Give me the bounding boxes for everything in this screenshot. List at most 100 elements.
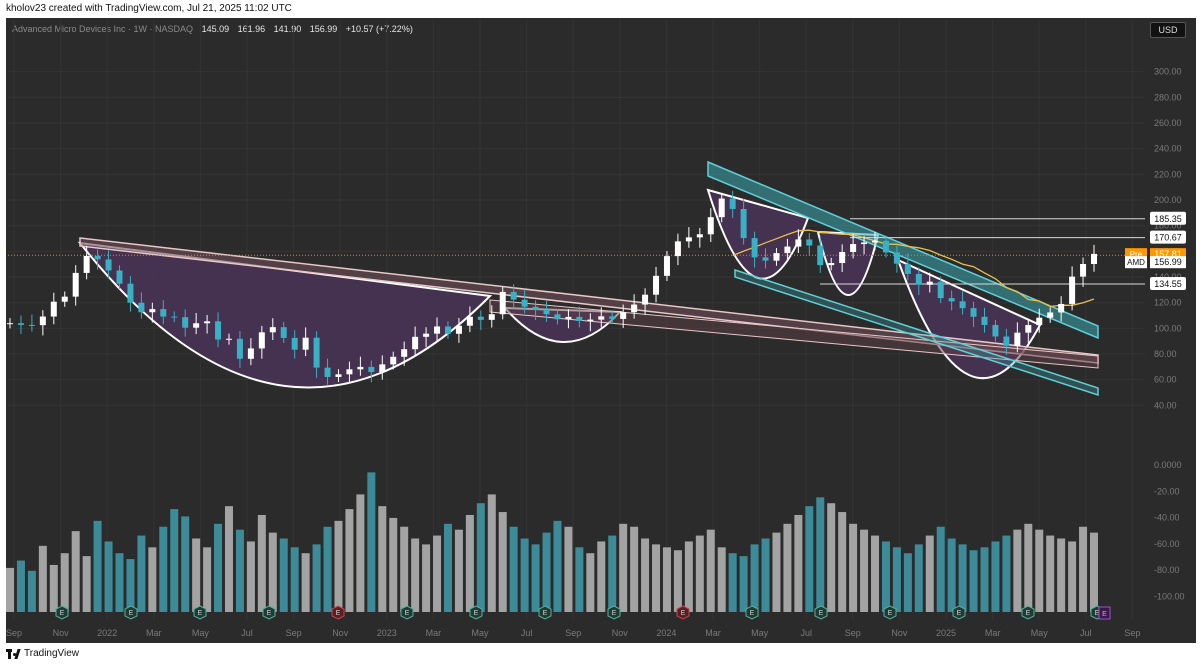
earnings-marker-5 <box>400 605 414 620</box>
candle-body-48 <box>532 306 539 310</box>
y-tick-5: 200.00 <box>1154 195 1182 205</box>
volume-bar-28 <box>312 544 321 612</box>
volume-bar-78 <box>860 529 869 612</box>
candle-body-7 <box>83 255 90 273</box>
y-tick-12: 60.00 <box>1154 375 1177 385</box>
candle-body-61 <box>674 241 681 257</box>
x-tick-24: Sep <box>1124 628 1140 638</box>
candle-body-22 <box>247 348 254 359</box>
volume-bar-95 <box>1046 535 1055 612</box>
earnings-marker-next-label: E <box>1102 611 1107 618</box>
earnings-marker-9 <box>676 605 690 620</box>
candle-body-78 <box>861 242 868 245</box>
volume-bar-66 <box>728 553 737 612</box>
candle-body-40 <box>444 326 451 334</box>
volume-bar-10 <box>115 553 124 612</box>
legend-open: 145.09 <box>201 24 230 34</box>
earnings-marker-label-9: E <box>681 610 686 617</box>
candle-body-31 <box>346 369 353 375</box>
candle-body-21 <box>236 338 243 359</box>
candle-body-14 <box>160 309 167 317</box>
level-tag-0 <box>1150 211 1186 225</box>
candle-body-45 <box>499 291 506 315</box>
volume-bar-35 <box>389 517 398 612</box>
volume-bar-51 <box>564 526 573 612</box>
volume-bar-26 <box>290 547 299 612</box>
y-tick-4: 220.00 <box>1154 169 1182 179</box>
candle-body-35 <box>390 356 397 365</box>
level-label-2: 134.55 <box>1154 279 1182 289</box>
candle-body-73 <box>806 239 813 246</box>
channel-top-band <box>707 160 1099 340</box>
tradingview-logo-icon <box>6 648 21 659</box>
earnings-marker-8 <box>607 605 621 620</box>
candle-body-60 <box>663 256 670 276</box>
earnings-marker-label-3: E <box>267 610 272 617</box>
earnings-marker-label-2: E <box>198 610 203 617</box>
candle-body-33 <box>368 366 375 372</box>
y-tick-3: 240.00 <box>1154 144 1182 154</box>
volume-bar-3 <box>38 545 47 612</box>
legend-close: 156.99 <box>309 24 338 34</box>
candle-body-17 <box>193 323 200 328</box>
candle-body-55 <box>609 316 616 319</box>
x-tick-14: 2024 <box>656 628 676 638</box>
wedge-lower-band <box>489 299 1099 369</box>
earnings-marker-label-5: E <box>405 610 410 617</box>
currency-badge[interactable]: USD <box>1150 22 1186 38</box>
y-tick-11: 80.00 <box>1154 349 1177 359</box>
candle-body-18 <box>204 321 211 324</box>
amd-tag-value-bg <box>1150 256 1186 269</box>
volume-bar-72 <box>794 514 803 612</box>
volume-bar-97 <box>1068 541 1077 612</box>
candle-body-0 <box>7 323 13 325</box>
volume-bar-96 <box>1057 538 1066 612</box>
earnings-marker-13 <box>952 605 966 620</box>
candle-body-82 <box>904 263 911 274</box>
candle-body-74 <box>817 245 824 266</box>
earnings-marker-1 <box>124 605 138 620</box>
candle-body-46 <box>510 291 517 300</box>
volume-bar-92 <box>1013 529 1022 612</box>
candle-body-90 <box>992 324 999 337</box>
volume-bar-87 <box>958 544 967 612</box>
volume-bar-85 <box>936 526 945 612</box>
volume-bar-47 <box>520 538 529 612</box>
candle-body-30 <box>335 374 342 377</box>
volume-bar-23 <box>257 514 266 612</box>
x-tick-11: Jul <box>521 628 533 638</box>
candle-body-44 <box>488 314 495 320</box>
y-tick-6: 180.00 <box>1154 221 1182 231</box>
candle-body-26 <box>291 337 298 350</box>
earnings-marker-2 <box>193 605 207 620</box>
volume-bar-4 <box>49 564 58 612</box>
candle-body-86 <box>948 298 955 302</box>
volume-bar-6 <box>71 531 80 612</box>
candle-body-75 <box>828 263 835 266</box>
volume-bar-27 <box>301 553 310 612</box>
vol-tick-3: -60.00 <box>1154 539 1180 549</box>
candle-body-99 <box>1091 253 1097 265</box>
volume-bar-34 <box>378 506 387 612</box>
candle-body-54 <box>598 316 605 320</box>
earnings-marker-label-14: E <box>1026 610 1031 617</box>
x-tick-4: May <box>192 628 210 638</box>
candle-body-63 <box>696 234 703 238</box>
candle-body-6 <box>72 272 79 297</box>
volume-bar-55 <box>608 535 617 612</box>
volume-bar-14 <box>159 526 168 612</box>
volume-bar-61 <box>673 550 682 612</box>
vol-tick-0: 0.0000 <box>1154 460 1182 470</box>
x-tick-15: Mar <box>705 628 721 638</box>
volume-bar-57 <box>630 526 639 612</box>
volume-bar-9 <box>104 541 113 612</box>
x-tick-2: 2022 <box>97 628 117 638</box>
volume-bar-12 <box>137 535 146 612</box>
symbol-legend: Advanced Micro Devices Inc · 1W · NASDAQ… <box>12 24 413 34</box>
x-tick-21: Mar <box>985 628 1001 638</box>
volume-bar-1 <box>16 560 25 612</box>
earnings-marker-label-13: E <box>957 610 962 617</box>
earnings-marker-next <box>1098 606 1111 620</box>
earnings-marker-7 <box>538 605 552 620</box>
volume-bar-49 <box>542 532 551 612</box>
